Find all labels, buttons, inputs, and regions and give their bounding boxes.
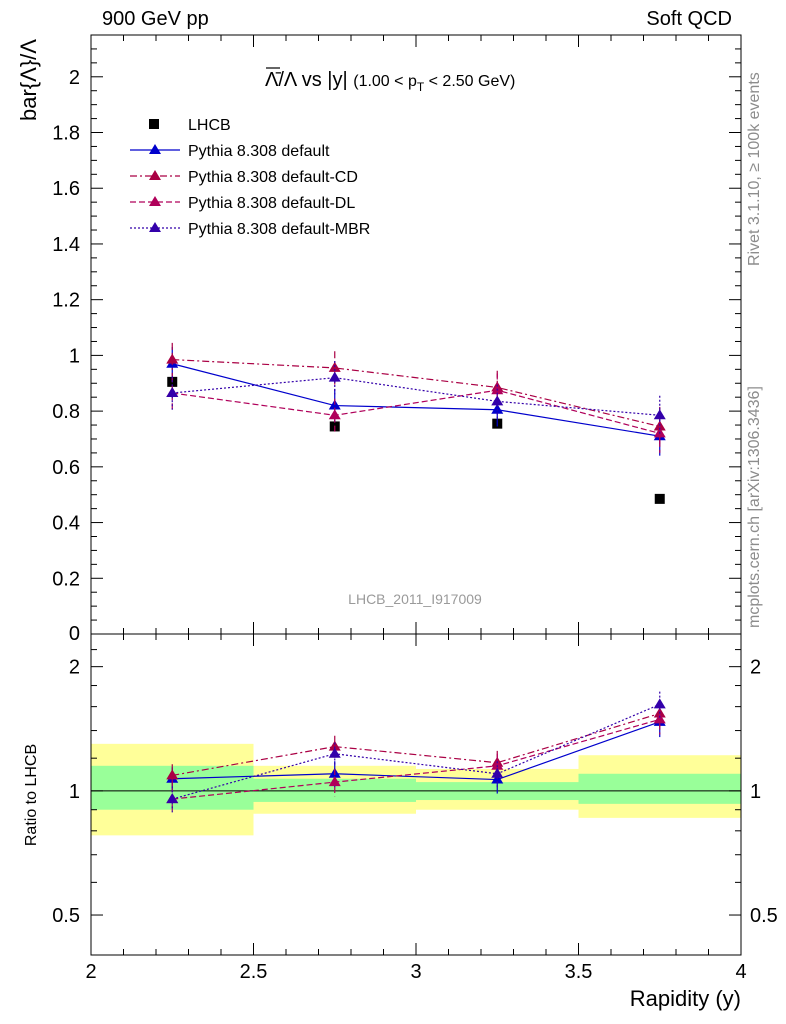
y-tick-label: 1.6 [52,178,80,200]
ratio-y-tick-label: 2 [69,657,80,679]
series-point-4 [328,371,341,382]
y-tick-label: 0.8 [52,401,80,423]
legend-marker-1 [149,144,161,154]
legend-marker-2 [149,170,161,180]
series-point-4 [166,387,179,398]
series-point-3 [328,409,341,420]
legend-marker-4 [149,222,161,232]
series-line-4 [172,377,660,416]
series-point-2 [166,769,179,780]
series-point-2 [166,353,179,364]
y-tick-label-zero: 0 [69,623,80,645]
series-point-3 [653,713,666,724]
x-tick-label: 4 [735,961,746,983]
ratio-y-axis-label: Ratio to LHCB [23,744,40,846]
y-tick-label: 1 [69,345,80,367]
series-point-3 [328,776,341,787]
legend-marker-lhcb [149,119,159,129]
y-tick-label: 2 [69,67,80,89]
ratio-y-tick-label-right: 2 [750,657,761,679]
y-tick-label: 0.2 [52,568,80,590]
plot-title: Λ̄/Λ vs |y| (1.00 < pT < 2.50 GeV) [265,69,515,94]
x-tick-label: 3 [410,961,421,983]
x-axis-label: Rapidity (y) [630,986,741,1011]
header-right: Soft QCD [646,8,732,30]
y-axis-label: bar{Λ}/Λ [16,39,41,121]
series-point-4 [491,395,504,406]
analysis-watermark: LHCB_2011_I917009 [348,591,482,607]
y-tick-label: 1.4 [52,234,80,256]
series-point-3 [491,759,504,770]
header-left: 900 GeV pp [102,8,209,30]
series-line-3 [172,718,660,800]
mcplots-side-text: mcplots.cern.ch [arXiv:1306.3436] [746,386,763,628]
ratio-y-tick-label-right: 0.5 [750,905,778,927]
y-tick-label: 0.4 [52,513,80,535]
legend-marker-3 [149,196,161,206]
uncertainty-band-inner-3 [578,773,741,804]
series-point-4 [491,767,504,778]
series-point-2 [328,740,341,751]
rivet-side-text: Rivet 3.1.10, ≥ 100k events [746,72,763,266]
legend-label-0: LHCB [188,117,231,134]
series-point-4 [653,409,666,420]
legend-label-3: Pythia 8.308 default-DL [188,195,355,212]
legend-label-1: Pythia 8.308 default [188,143,330,160]
y-tick-label: 1.2 [52,290,80,312]
data-point-lhcb [654,493,665,504]
series-point-4 [166,793,179,804]
x-tick-label: 2 [85,961,96,983]
series-line-1 [172,363,660,437]
series-line-2 [172,358,660,428]
series-line-3 [172,389,660,434]
series-point-4 [653,698,666,709]
x-tick-label: 3.5 [565,961,593,983]
ratio-y-tick-label: 0.5 [52,905,80,927]
series-point-4 [328,747,341,758]
series-line-2 [172,712,660,776]
ratio-y-tick-label-right: 1 [750,781,761,803]
legend-label-4: Pythia 8.308 default-MBR [188,221,370,238]
y-tick-label: 1.8 [52,123,80,145]
legend-label-2: Pythia 8.308 default-CD [188,169,358,186]
y-tick-label: 0.6 [52,457,80,479]
ratio-y-tick-label: 1 [69,781,80,803]
series-line-4 [172,703,660,800]
x-tick-label: 2.5 [240,961,268,983]
